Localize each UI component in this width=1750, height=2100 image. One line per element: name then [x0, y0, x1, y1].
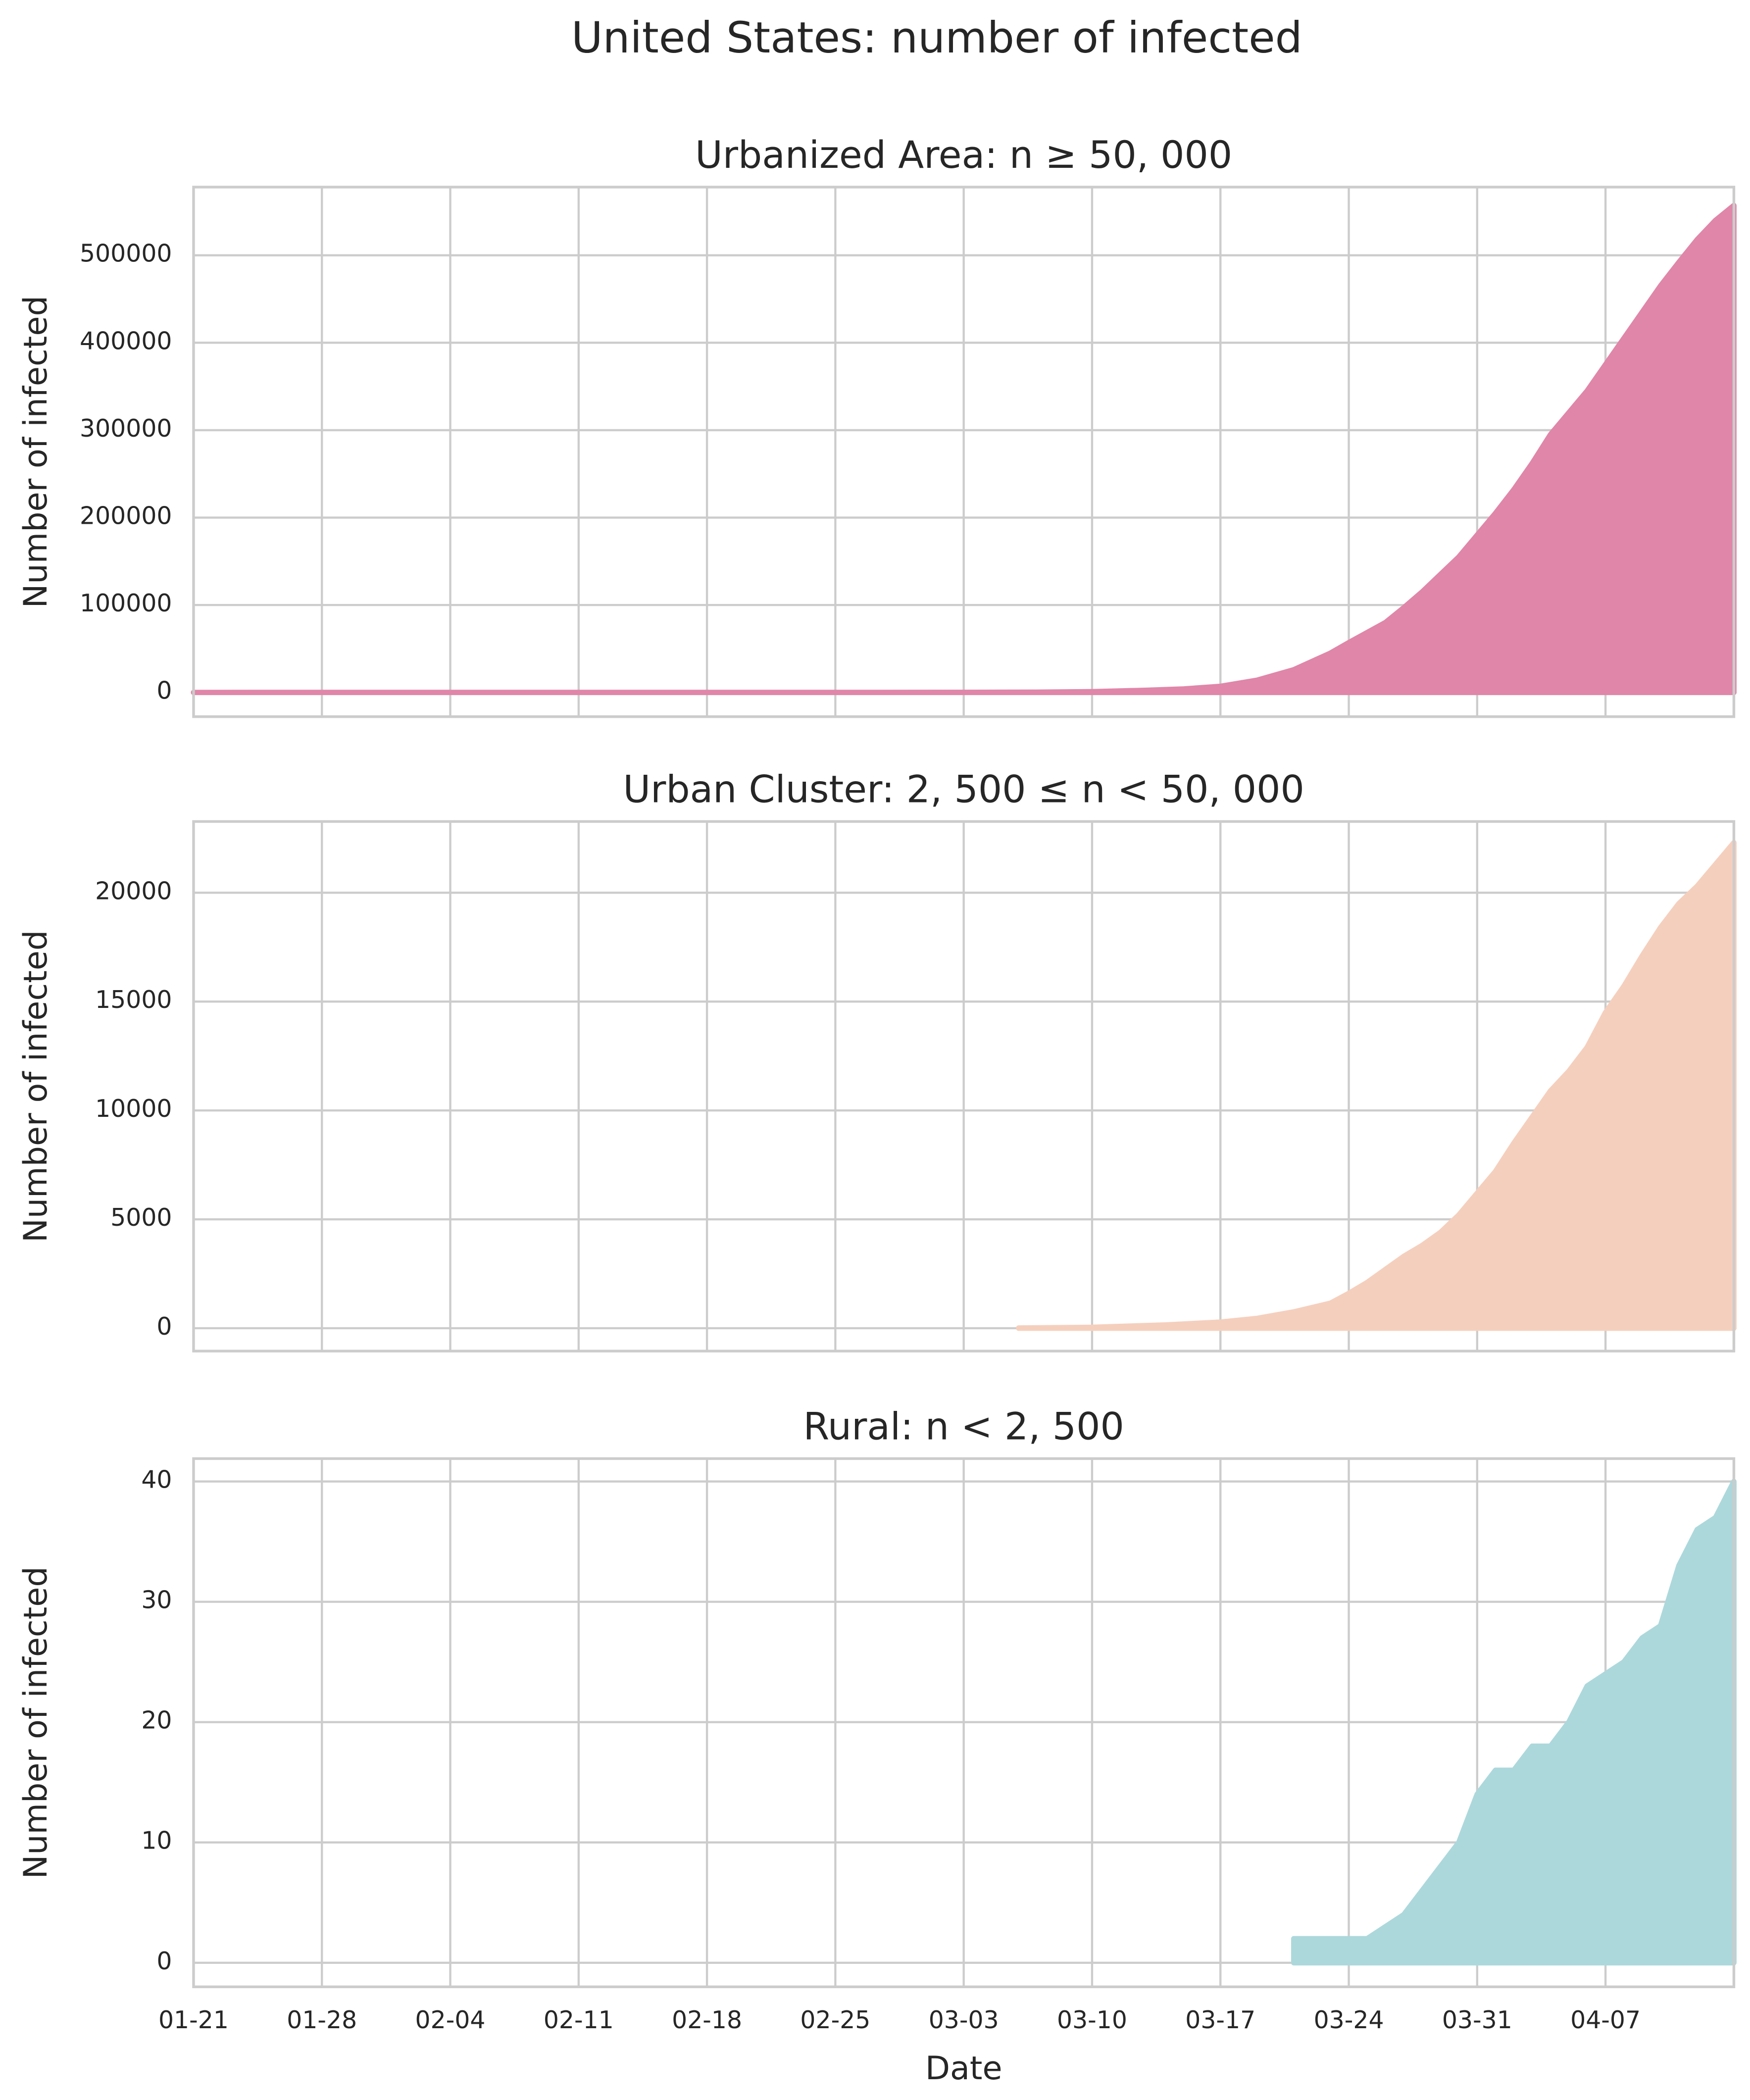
x-tick-label: 03-17: [1185, 2006, 1255, 2034]
y-tick-label: 100000: [80, 589, 172, 617]
area: [1016, 840, 1737, 1331]
x-tick-label: 01-21: [158, 2006, 229, 2034]
x-tick-label: 03-31: [1442, 2006, 1512, 2034]
x-tick-label: 03-10: [1057, 2006, 1127, 2034]
y-tick-label: 0: [156, 677, 172, 705]
chart-title: Urbanized Area: n ≥ 50, 000: [695, 133, 1232, 177]
y-axis-label: Number of infected: [17, 930, 54, 1243]
area: [191, 202, 1737, 696]
y-tick-label: 200000: [80, 502, 172, 530]
chart-title: Urban Cluster: 2, 500 ≤ n < 50, 000: [623, 767, 1304, 811]
y-tick-label: 30: [141, 1586, 172, 1614]
y-tick-label: 20: [141, 1706, 172, 1735]
y-tick-label: 0: [156, 1947, 172, 1975]
figure-title: United States: number of infected: [571, 13, 1302, 63]
x-axis-label: Date: [925, 2050, 1002, 2087]
x-tick-label: 02-18: [672, 2006, 742, 2034]
y-tick-label: 20000: [95, 877, 172, 905]
y-axis-label: Number of infected: [17, 1566, 54, 1879]
y-tick-label: 10000: [95, 1095, 172, 1123]
plot-frame: [192, 186, 1736, 718]
y-tick-label: 400000: [80, 327, 172, 355]
y-axis-label: Number of infected: [17, 296, 54, 608]
x-tick-label: 02-25: [800, 2006, 870, 2034]
x-tick-label: 04-07: [1570, 2006, 1641, 2034]
x-tick-label: 03-03: [929, 2006, 999, 2034]
x-tick-label: 02-04: [415, 2006, 486, 2034]
y-tick-label: 5000: [110, 1203, 172, 1232]
y-tick-label: 10: [141, 1827, 172, 1855]
y-tick-label: 500000: [80, 240, 172, 268]
plot-frame: [192, 820, 1736, 1352]
area: [1291, 1479, 1737, 1966]
x-tick-label: 02-11: [544, 2006, 614, 2034]
x-tick-label: 01-28: [287, 2006, 357, 2034]
y-tick-label: 300000: [80, 414, 172, 443]
x-tick-label: 03-24: [1314, 2006, 1384, 2034]
y-tick-label: 0: [156, 1312, 172, 1341]
y-tick-label: 15000: [95, 986, 172, 1014]
chart-title: Rural: n < 2, 500: [803, 1404, 1124, 1449]
plot-frame: [192, 1457, 1736, 1989]
y-tick-label: 40: [141, 1466, 172, 1494]
